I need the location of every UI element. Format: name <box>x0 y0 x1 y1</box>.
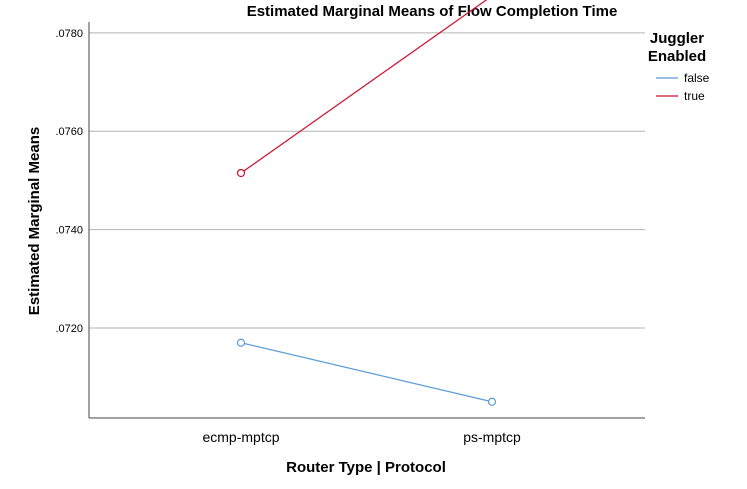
series-group <box>236 0 497 406</box>
y-tick-label: .0780 <box>55 28 83 40</box>
data-point-true <box>236 168 246 178</box>
series-line-true <box>240 0 488 174</box>
y-tick-labels: .0720 .0740 .0760 .0780 <box>55 28 83 335</box>
legend-items: false true <box>656 71 710 103</box>
x-axis-title: Router Type | Protocol <box>286 459 446 476</box>
legend-label-true: true <box>684 89 705 103</box>
x-tick-label: ps-mptcp <box>463 429 521 445</box>
x-tick-labels: ecmp-mptcp ps-mptcp <box>202 429 521 445</box>
y-axis-title: Estimated Marginal Means <box>26 127 43 315</box>
legend-title-line-2: Enabled <box>648 48 706 65</box>
data-point-false <box>487 397 497 406</box>
legend-title-line-1: Juggler <box>650 30 704 47</box>
data-point-false <box>236 338 246 347</box>
legend: Juggler Enabled false true <box>648 30 710 103</box>
legend-label-false: false <box>684 71 710 85</box>
y-tick-label: .0760 <box>55 126 83 138</box>
chart-title: Estimated Marginal Means of Flow Complet… <box>247 3 618 20</box>
gridlines <box>89 32 645 329</box>
y-tick-label: .0740 <box>55 225 83 237</box>
axes <box>88 22 645 419</box>
y-tick-label: .0720 <box>55 323 83 335</box>
series-line-false <box>240 342 493 403</box>
x-tick-label: ecmp-mptcp <box>202 429 279 445</box>
